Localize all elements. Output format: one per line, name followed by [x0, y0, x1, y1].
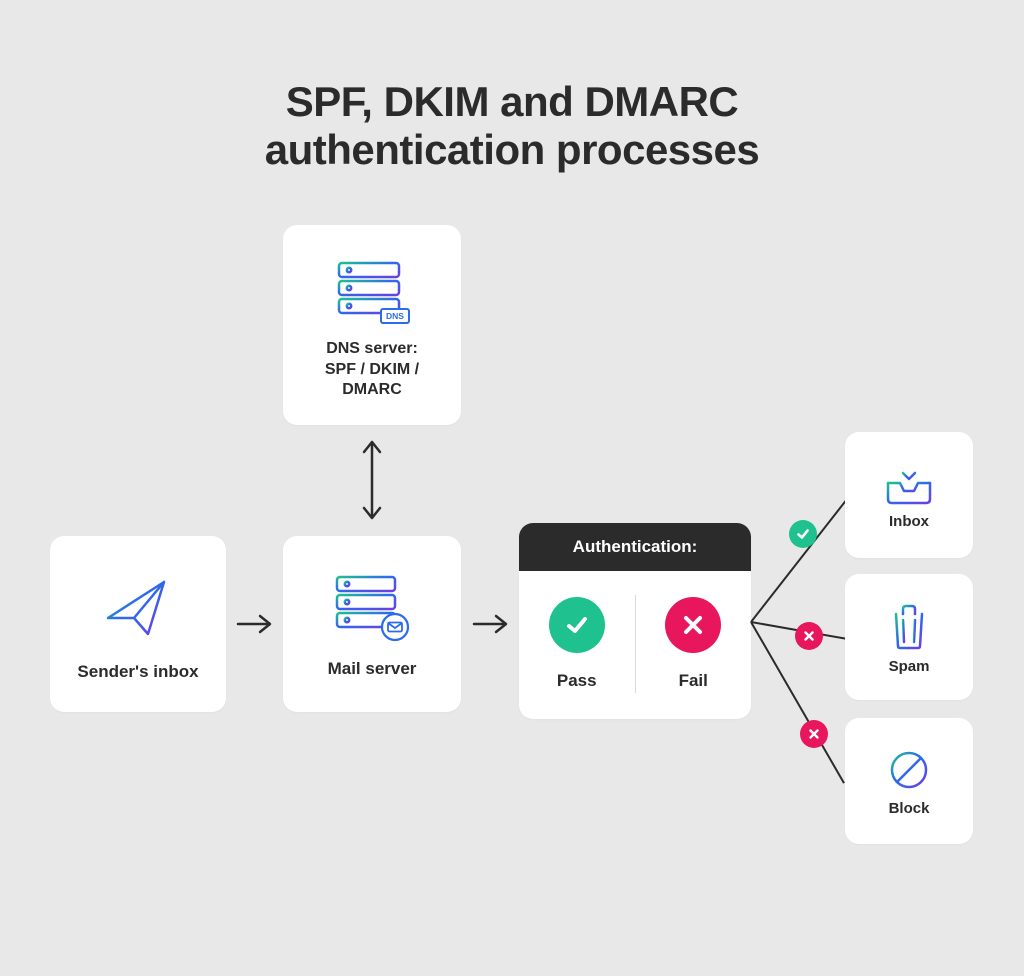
arrow-sender-mail [234, 608, 276, 640]
dns-server-icon: DNS [331, 257, 413, 329]
auth-fail-column: Fail [636, 571, 752, 717]
node-inbox: Inbox [845, 432, 973, 558]
node-dns-server: DNS DNS server: SPF / DKIM / DMARC [283, 225, 461, 425]
edge-auth-inbox [750, 493, 852, 623]
auth-pass-column: Pass [519, 571, 635, 717]
trash-icon [886, 600, 932, 652]
spam-label: Spam [889, 658, 930, 675]
edge-inbox-status-icon [789, 520, 817, 548]
sender-label: Sender's inbox [77, 662, 198, 682]
mail-label: Mail server [328, 659, 417, 679]
auth-header: Authentication: [519, 523, 751, 571]
inbox-label: Inbox [889, 513, 929, 530]
node-spam: Spam [845, 574, 973, 700]
edge-auth-block [750, 622, 845, 784]
node-mail-server: Mail server [283, 536, 461, 712]
title-line-2: authentication processes [265, 126, 759, 173]
node-authentication: Authentication: Pass Fail [519, 523, 751, 719]
paper-plane-icon [96, 566, 180, 650]
dns-label-3: DMARC [342, 380, 402, 401]
dns-label-1: DNS server: [326, 339, 418, 360]
block-icon [885, 746, 933, 794]
node-block: Block [845, 718, 973, 844]
fail-label: Fail [679, 671, 708, 691]
inbox-tray-icon [882, 461, 936, 507]
fail-circle-icon [665, 597, 721, 653]
arrow-mail-dns [356, 434, 388, 526]
edge-block-status-icon [800, 720, 828, 748]
arrow-mail-auth [470, 608, 512, 640]
diagram-title: SPF, DKIM and DMARC authentication proce… [0, 78, 1024, 175]
title-line-1: SPF, DKIM and DMARC [286, 78, 739, 125]
edge-spam-status-icon [795, 622, 823, 650]
dns-badge: DNS [386, 311, 404, 321]
mail-server-icon [327, 569, 417, 647]
node-sender-inbox: Sender's inbox [50, 536, 226, 712]
dns-label-2: SPF / DKIM / [325, 360, 419, 381]
block-label: Block [889, 800, 930, 817]
pass-circle-icon [549, 597, 605, 653]
pass-label: Pass [557, 671, 597, 691]
